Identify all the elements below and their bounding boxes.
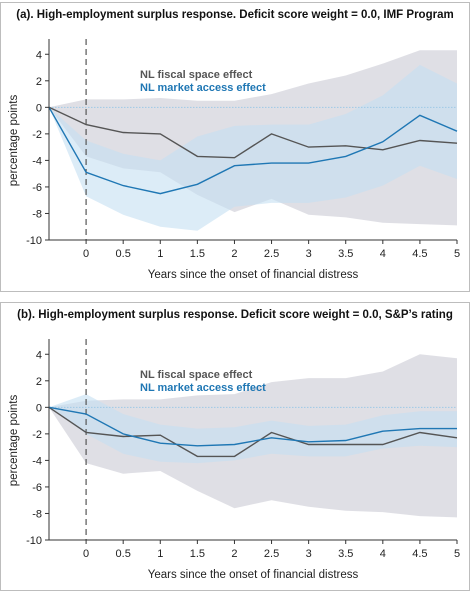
y-axis-title: percentage points: [8, 395, 20, 487]
y-axis-title: percentage points: [8, 95, 20, 187]
market-access-confidence-band: [49, 64, 457, 231]
x-tick-label: 1: [157, 548, 163, 560]
y-tick-label: 0: [36, 102, 42, 114]
x-tick-label: 2.5: [264, 548, 279, 560]
y-tick-label: -2: [32, 129, 42, 141]
y-tick-label: 4: [36, 349, 42, 361]
chart-panel-b: (b). High-employment surplus response. D…: [0, 302, 470, 591]
x-tick-label: 0.5: [116, 548, 131, 560]
y-tick-label: -2: [32, 429, 42, 441]
y-tick-label: 0: [36, 402, 42, 414]
y-tick-label: 2: [36, 76, 42, 88]
x-tick-label: 5: [454, 548, 460, 560]
x-axis-title: Years since the onset of financial distr…: [148, 569, 359, 581]
x-tick-label: 1.5: [190, 548, 205, 560]
y-tick-label: -4: [32, 155, 42, 167]
chart-title-a: (a). High-employment surplus response. D…: [16, 9, 454, 21]
x-tick-label: 5: [454, 248, 460, 260]
y-tick-label: 2: [36, 376, 42, 388]
y-tick-label: -6: [32, 182, 42, 194]
y-tick-label: -6: [32, 482, 42, 494]
x-tick-label: 0: [83, 548, 89, 560]
x-tick-label: 3: [306, 548, 312, 560]
y-tick-label: -8: [32, 208, 42, 220]
x-tick-label: 3.5: [338, 248, 353, 260]
x-tick-label: 4: [380, 248, 386, 260]
y-tick-label: -10: [26, 235, 42, 247]
x-tick-label: 2.5: [264, 248, 279, 260]
fiscal-space-series-line: [48, 406, 458, 458]
legend-entry-fiscal-space: NL fiscal space effect: [140, 369, 253, 381]
chart-a-svg: 4 2 0 -2 -4 -6 -8 -10 0 0.5 1 1.5 2 2.5 3 3.5 4 4.5 5 Years…: [8, 39, 460, 281]
x-tick-label: 4: [380, 548, 386, 560]
x-tick-label: 0: [83, 248, 89, 260]
x-tick-label: 1: [157, 248, 163, 260]
y-tick-label: -8: [32, 508, 42, 520]
chart-panel-a: (a). High-employment surplus response. D…: [0, 2, 470, 292]
x-tick-label: 0.5: [116, 248, 131, 260]
fiscal-space-series-line: [48, 106, 458, 159]
chart-title-b: (b). High-employment surplus response. D…: [17, 309, 453, 321]
x-tick-label: 4.5: [412, 548, 427, 560]
chart-b-svg: 4 2 0 -2 -4 -6 -8 -10 0 0.5 1 1.5 2 2.5 3 3.5 4 4.5 5 Years…: [8, 339, 460, 581]
x-tick-label: 2: [231, 248, 237, 260]
x-axis-title: Years since the onset of financial distr…: [148, 269, 359, 281]
market-access-confidence-band: [49, 394, 457, 464]
x-tick-label: 3.5: [338, 548, 353, 560]
y-tick-label: 4: [36, 49, 42, 61]
x-tick-label: 3: [306, 248, 312, 260]
x-tick-label: 1.5: [190, 248, 205, 260]
legend-entry-fiscal-space: NL fiscal space effect: [140, 69, 253, 81]
x-tick-label: 2: [231, 548, 237, 560]
legend-entry-market-access: NL market access effect: [140, 82, 266, 94]
legend-entry-market-access: NL market access effect: [140, 382, 266, 394]
y-tick-label: -10: [26, 535, 42, 547]
x-tick-label: 4.5: [412, 248, 427, 260]
y-tick-label: -4: [32, 455, 42, 467]
market-access-series-line: [48, 406, 457, 447]
market-access-series-line: [48, 106, 458, 195]
